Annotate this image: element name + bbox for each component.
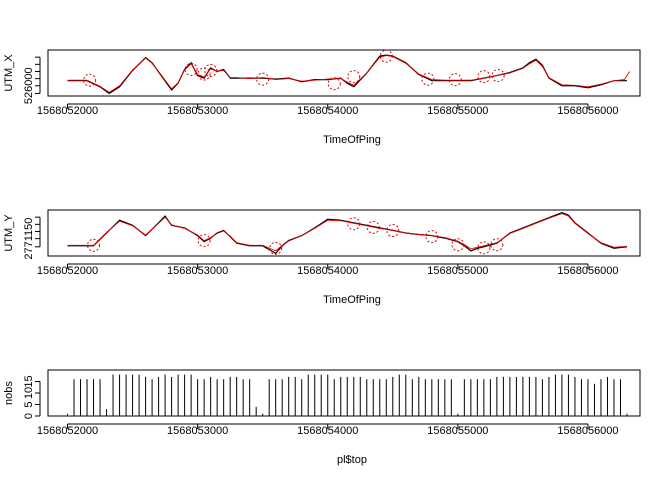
position-error-circle bbox=[327, 77, 341, 91]
x-tick-label: 1568052000 bbox=[37, 265, 98, 277]
position-error-circle bbox=[386, 223, 400, 237]
x-tick-label: 1568053000 bbox=[167, 265, 228, 277]
x-axis-title: TimeOfPing bbox=[323, 134, 381, 146]
position-error-circle bbox=[451, 238, 465, 252]
position-error-circle bbox=[256, 72, 270, 86]
position-error-circle bbox=[448, 73, 462, 87]
x-axis-title: TimeOfPing bbox=[323, 294, 381, 306]
position-error-circle bbox=[347, 70, 361, 84]
y-axis-title: nobs bbox=[3, 381, 15, 405]
position-error-circle bbox=[477, 70, 491, 84]
x-tick-label: 1568056000 bbox=[557, 105, 618, 117]
y-tick-label: 526000 bbox=[23, 67, 35, 104]
position-error-circle bbox=[197, 234, 211, 248]
position-error-circle bbox=[204, 63, 218, 77]
position-error-circle bbox=[379, 49, 393, 63]
x-tick-label: 1568054000 bbox=[297, 425, 358, 437]
y-tick-label: 5 bbox=[23, 401, 35, 407]
x-tick-label: 1568053000 bbox=[167, 105, 228, 117]
x-tick-label: 1568055000 bbox=[427, 425, 488, 437]
x-tick-label: 1568056000 bbox=[557, 425, 618, 437]
x-tick-label: 1568056000 bbox=[557, 265, 618, 277]
plot-frame bbox=[47, 369, 641, 417]
position-error-circle bbox=[421, 72, 435, 86]
position-error-circle bbox=[197, 67, 211, 81]
position-error-circle bbox=[425, 230, 439, 244]
chart-panel-2: 1568052000 1568053000 1568054000 1568055000… bbox=[3, 209, 641, 306]
position-error-circle bbox=[83, 73, 97, 87]
position-error-circle bbox=[477, 241, 491, 255]
position-error-circle bbox=[269, 241, 283, 255]
y-axis-title: UTM_Y bbox=[3, 214, 15, 252]
x-tick-label: 1568054000 bbox=[297, 105, 358, 117]
position-error-circle bbox=[490, 238, 504, 252]
y-tick-label: 2771150 bbox=[23, 218, 35, 260]
x-tick-label: 1568054000 bbox=[297, 265, 358, 277]
x-tick-label: 1568055000 bbox=[427, 265, 488, 277]
position-error-circle bbox=[366, 220, 380, 234]
series-line-2 bbox=[67, 213, 628, 252]
y-axis-title: UTM_X bbox=[3, 54, 15, 92]
series-line-1 bbox=[67, 211, 628, 255]
plot-frame bbox=[47, 209, 641, 257]
x-tick-label: 1568052000 bbox=[37, 105, 98, 117]
y-tick-label: 10 bbox=[23, 387, 35, 399]
y-tick-label: 0 bbox=[23, 413, 35, 419]
x-tick-label: 1568053000 bbox=[167, 425, 228, 437]
series-line-2 bbox=[67, 55, 630, 93]
chart-panel-1: 1568052000 1568053000 1568054000 1568055000… bbox=[3, 49, 641, 146]
chart-panel-3: 1568052000 1568053000 1568054000 1568055000… bbox=[3, 369, 641, 466]
series-line-1 bbox=[67, 54, 627, 95]
x-tick-label: 1568052000 bbox=[37, 425, 98, 437]
position-error-circle bbox=[184, 62, 198, 76]
position-error-circle bbox=[87, 238, 101, 252]
x-axis-title: pl$top bbox=[337, 454, 367, 466]
position-error-circle bbox=[491, 69, 505, 83]
x-tick-label: 1568055000 bbox=[427, 105, 488, 117]
y-tick-label: 15 bbox=[23, 375, 35, 387]
plot-frame bbox=[47, 49, 641, 97]
position-error-circle bbox=[347, 217, 361, 231]
